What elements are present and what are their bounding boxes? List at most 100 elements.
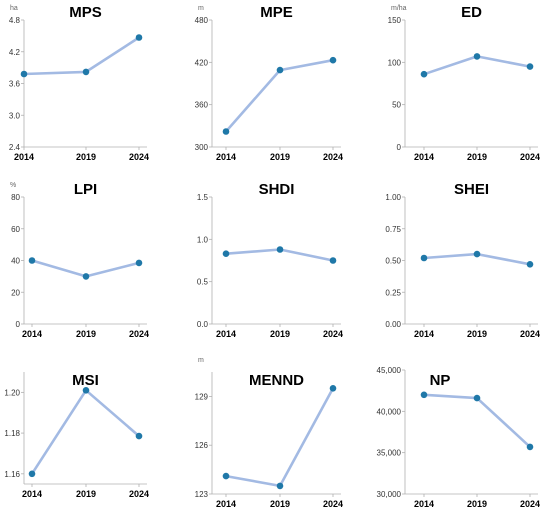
np-series-line <box>422 393 532 449</box>
np-x-tick-label: 2014 <box>414 499 434 509</box>
lpi-y-tick-label: 20 <box>11 288 20 297</box>
msi-x-tick-label: 2019 <box>76 489 96 499</box>
shdi-y-tick-label: 0.5 <box>197 278 209 287</box>
lpi-x-tick-label: 2024 <box>129 329 149 339</box>
mps-y-tick-label: 2.4 <box>9 143 21 152</box>
ed-x-tick-label: 2024 <box>520 152 540 162</box>
mennd-y-tick-label: 123 <box>195 490 209 499</box>
mpe-x-tick-label: 2024 <box>323 152 343 162</box>
shei-data-point <box>473 250 481 258</box>
shdi-x-tick-label: 2014 <box>216 329 236 339</box>
mpe-data-point <box>329 56 337 64</box>
ed-data-point <box>420 70 428 78</box>
mennd-x-tick-label: 2024 <box>323 499 343 509</box>
mpe-y-tick-label: 480 <box>195 16 209 25</box>
mpe-y-tick-label: 300 <box>195 143 209 152</box>
shdi-x-tick-label: 2019 <box>270 329 290 339</box>
lpi-y-tick-label: 40 <box>11 257 20 266</box>
ed-y-tick-label: 100 <box>388 58 402 67</box>
mps-y-tick-label: 4.8 <box>9 16 21 25</box>
mps-y-tick-label: 3.6 <box>9 80 21 89</box>
shei-title: SHEI <box>454 181 489 198</box>
mps-y-tick-label: 4.2 <box>9 48 21 57</box>
np-y-tick-label: 45,000 <box>377 366 402 375</box>
ed-x-tick-label: 2019 <box>467 152 487 162</box>
lpi-data-point <box>28 257 36 264</box>
lpi-unit-label: % <box>10 182 16 189</box>
shdi-data-point <box>276 246 284 253</box>
mennd-y-tick-label: 126 <box>195 441 209 450</box>
msi-series-line <box>30 388 141 476</box>
shei-y-tick-label: 0.50 <box>385 257 401 266</box>
msi-x-tick-label: 2014 <box>22 489 42 499</box>
ed-data-point <box>526 63 534 70</box>
lpi-x-tick-label: 2019 <box>76 329 96 339</box>
mps-title: MPS <box>69 4 102 21</box>
lpi-title: LPI <box>74 181 97 198</box>
ed-x-tick-label: 2014 <box>414 152 434 162</box>
mennd-data-point <box>329 385 337 392</box>
lpi-data-point <box>135 259 143 267</box>
mpe-y-tick-label: 360 <box>195 101 209 110</box>
shei-y-tick-label: 0.75 <box>385 225 401 234</box>
shei-data-point <box>526 261 534 268</box>
ed-title: ED <box>461 4 482 21</box>
mpe-y-tick-label: 420 <box>195 58 209 67</box>
mps-data-point <box>82 68 90 76</box>
mps-x-tick-label: 2024 <box>129 152 149 162</box>
mps-x-tick-label: 2014 <box>14 152 34 162</box>
mps-series-line <box>22 36 141 76</box>
np-y-tick-label: 35,000 <box>377 449 402 458</box>
lpi-y-tick-label: 60 <box>11 225 20 234</box>
shei-y-tick-label: 0.00 <box>385 320 401 329</box>
msi-x-tick-label: 2024 <box>129 489 149 499</box>
shei-x-tick-label: 2014 <box>414 329 434 339</box>
mennd-series-line <box>224 386 335 488</box>
mpe-data-point <box>222 128 230 135</box>
msi-y-tick-label: 1.20 <box>4 388 20 397</box>
ed-unit-label: m/ha <box>391 5 407 12</box>
msi-data-point <box>28 470 36 478</box>
np-title: NP <box>430 372 451 389</box>
mennd-x-tick-label: 2014 <box>216 499 236 509</box>
mennd-data-point <box>276 482 284 490</box>
np-y-tick-label: 40,000 <box>377 407 402 416</box>
shei-data-point <box>420 254 428 262</box>
shei-y-tick-label: 1.00 <box>385 193 401 202</box>
shdi-x-tick-label: 2024 <box>323 329 343 339</box>
mps-y-tick-label: 3.0 <box>9 111 21 120</box>
ed-y-tick-label: 0 <box>397 143 402 152</box>
msi-y-tick-label: 1.18 <box>4 429 20 438</box>
lpi-data-point <box>82 273 90 280</box>
shei-x-tick-label: 2019 <box>467 329 487 339</box>
shdi-y-tick-label: 0.0 <box>197 320 209 329</box>
mps-x-tick-label: 2019 <box>76 152 96 162</box>
mennd-x-tick-label: 2019 <box>270 499 290 509</box>
shdi-data-point <box>329 257 337 264</box>
ed-y-tick-label: 150 <box>388 16 402 25</box>
mps-unit-label: ha <box>10 5 18 12</box>
lpi-x-tick-label: 2014 <box>22 329 42 339</box>
shdi-title: SHDI <box>259 181 295 198</box>
ed-data-point <box>473 53 481 60</box>
shdi-data-point <box>222 250 230 257</box>
msi-y-tick-label: 1.16 <box>4 470 20 479</box>
mennd-y-tick-label: 129 <box>195 392 209 401</box>
msi-data-point <box>135 432 143 440</box>
mpe-data-point <box>276 66 284 74</box>
lpi-y-tick-label: 80 <box>11 193 20 202</box>
mps-data-point <box>135 34 143 41</box>
mps-data-point <box>20 70 28 78</box>
np-x-tick-label: 2019 <box>467 499 487 509</box>
mpe-unit-label: m <box>198 5 204 12</box>
np-x-tick-label: 2024 <box>520 499 540 509</box>
shdi-y-tick-label: 1.0 <box>197 235 209 244</box>
mennd-unit-label: m <box>198 357 204 364</box>
msi-data-point <box>82 387 90 394</box>
mpe-x-tick-label: 2014 <box>216 152 236 162</box>
shdi-y-tick-label: 1.5 <box>197 193 209 202</box>
ed-y-tick-label: 50 <box>392 101 401 110</box>
msi-title: MSI <box>72 372 99 389</box>
mennd-data-point <box>222 472 230 480</box>
np-data-point <box>420 391 428 399</box>
